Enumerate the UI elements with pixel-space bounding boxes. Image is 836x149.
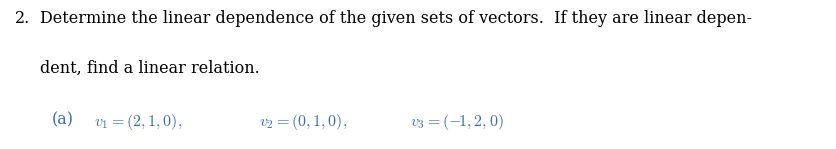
Text: $v_2 = (0, 1, 0),$: $v_2 = (0, 1, 0),$ (259, 112, 348, 132)
Text: $v_1 = (2, 1, 0),$: $v_1 = (2, 1, 0),$ (94, 112, 182, 132)
Text: dent, find a linear relation.: dent, find a linear relation. (40, 60, 260, 77)
Text: $v_3 = (-\!1, 2, 0)$: $v_3 = (-\!1, 2, 0)$ (410, 112, 503, 132)
Text: 2.: 2. (15, 10, 30, 27)
Text: Determine the linear dependence of the given sets of vectors.  If they are linea: Determine the linear dependence of the g… (40, 10, 752, 27)
Text: (a): (a) (52, 112, 74, 129)
